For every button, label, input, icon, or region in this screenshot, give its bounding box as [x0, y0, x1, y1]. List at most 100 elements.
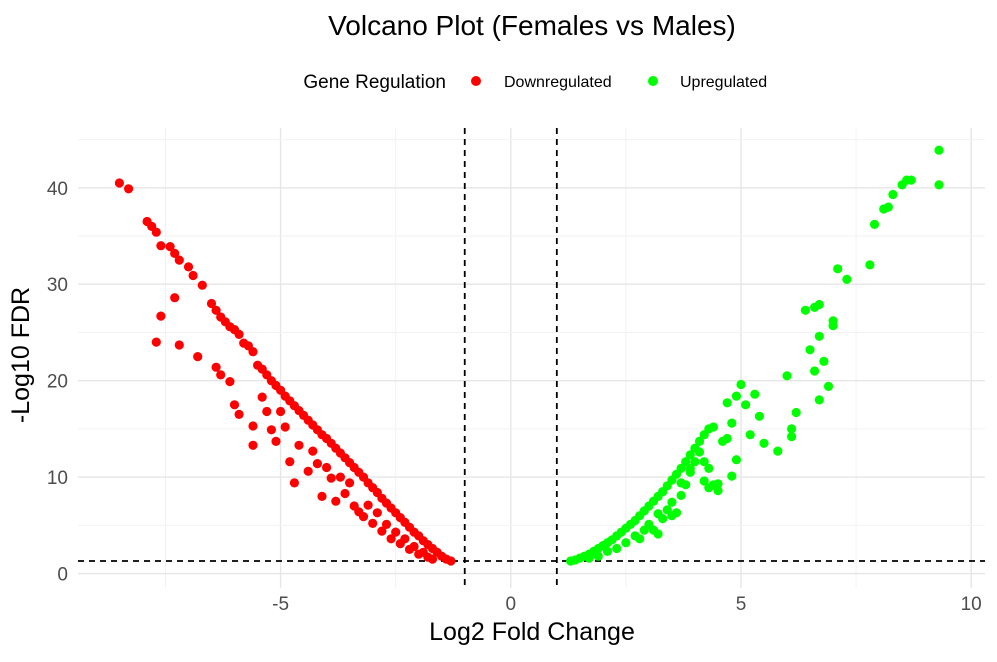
data-point-upregulated [819, 356, 829, 366]
y-tick-label: 10 [47, 468, 68, 489]
threshold-lines [78, 128, 985, 588]
data-point-downregulated [234, 409, 244, 419]
data-point-upregulated [727, 418, 737, 428]
y-tick-label: 40 [47, 179, 68, 200]
data-point-downregulated [377, 526, 387, 536]
x-tick-label: 10 [961, 594, 982, 615]
data-point-downregulated [446, 556, 456, 566]
data-point-downregulated [317, 491, 327, 501]
x-tick-label: -5 [272, 594, 289, 615]
data-point-upregulated [842, 274, 852, 284]
data-point-upregulated [713, 486, 723, 496]
data-point-upregulated [736, 379, 746, 390]
data-point-downregulated [248, 440, 258, 450]
data-point-upregulated [833, 264, 843, 274]
data-point-downregulated [391, 527, 401, 537]
data-point-downregulated [216, 370, 226, 380]
data-point-upregulated [602, 546, 613, 557]
legend-swatch-upregulated [648, 76, 658, 86]
data-point-upregulated [612, 543, 622, 554]
x-tick-label: 5 [736, 594, 747, 615]
data-point-upregulated [635, 534, 645, 544]
data-point-upregulated [800, 305, 811, 315]
data-point-downregulated [211, 305, 221, 315]
data-point-downregulated [183, 262, 194, 272]
data-point-upregulated [906, 175, 916, 185]
data-point-upregulated [685, 450, 695, 460]
data-point-upregulated [814, 395, 824, 405]
data-point-upregulated [750, 389, 760, 399]
data-point-downregulated [248, 347, 258, 357]
data-point-upregulated [722, 398, 732, 408]
data-point-upregulated [741, 400, 751, 410]
data-point-upregulated [828, 321, 838, 331]
data-point-upregulated [727, 471, 737, 481]
data-point-downregulated [335, 472, 345, 482]
data-point-upregulated [731, 391, 742, 401]
data-point-downregulated [303, 466, 313, 476]
data-point-downregulated [156, 311, 166, 321]
data-point-upregulated [667, 511, 677, 521]
data-point-upregulated [685, 463, 695, 473]
data-point-upregulated [888, 189, 898, 200]
data-point-upregulated [814, 331, 824, 341]
data-point-downregulated [257, 392, 267, 402]
data-point-downregulated [340, 488, 350, 499]
data-point-downregulated [156, 241, 166, 251]
legend-title: Gene Regulation [303, 72, 446, 93]
y-tick-label: 20 [47, 372, 68, 393]
chart-title: Volcano Plot (Females vs Males) [328, 10, 736, 41]
data-point-downregulated [151, 227, 161, 237]
x-axis-label: Log2 Fold Change [429, 618, 635, 646]
data-point-downregulated [271, 436, 281, 446]
data-point-downregulated [211, 362, 221, 372]
data-point-downregulated [289, 478, 299, 488]
data-point-downregulated [266, 425, 276, 435]
data-point-downregulated [170, 248, 180, 258]
y-axis-label: -Log10 FDR [7, 287, 35, 423]
data-point-upregulated [681, 457, 691, 467]
data-point-downregulated [368, 518, 378, 529]
data-point-upregulated [699, 476, 709, 486]
data-point-upregulated [694, 436, 705, 446]
data-point-downregulated [229, 400, 240, 410]
data-point-downregulated [151, 337, 161, 347]
data-point-downregulated [363, 500, 373, 510]
data-point-upregulated [713, 479, 723, 489]
legend-swatch-downregulated [471, 76, 481, 86]
data-point-downregulated [427, 554, 438, 564]
y-tick-label: 0 [57, 565, 68, 586]
data-point-upregulated [676, 478, 686, 488]
data-point-upregulated [699, 457, 709, 467]
data-point-downregulated [358, 511, 369, 522]
y-tick-label: 30 [47, 275, 68, 296]
data-point-upregulated [584, 553, 594, 563]
data-point-downregulated [308, 446, 318, 456]
data-point-downregulated [409, 541, 419, 552]
data-point-upregulated [667, 497, 677, 507]
legend: Gene Regulation Downregulated Upregulate… [303, 72, 767, 93]
data-point-downregulated [294, 440, 304, 450]
data-point-upregulated [791, 407, 801, 418]
data-point-upregulated [810, 302, 820, 312]
grid [78, 128, 985, 588]
data-point-downregulated [322, 462, 332, 473]
data-point-upregulated [810, 366, 820, 376]
data-point-upregulated [704, 483, 714, 493]
data-point-downregulated [312, 459, 322, 469]
data-point-upregulated [653, 529, 663, 539]
data-point-upregulated [883, 202, 893, 212]
data-points [114, 145, 944, 566]
data-point-upregulated [704, 463, 714, 473]
data-point-upregulated [690, 457, 700, 467]
data-point-downregulated [165, 242, 175, 252]
data-point-downregulated [280, 422, 290, 432]
data-point-upregulated [773, 446, 783, 456]
data-point-upregulated [621, 538, 631, 548]
data-point-downregulated [285, 457, 295, 467]
data-point-upregulated [722, 433, 732, 444]
data-point-downregulated [400, 534, 410, 544]
data-point-downregulated [276, 406, 286, 417]
